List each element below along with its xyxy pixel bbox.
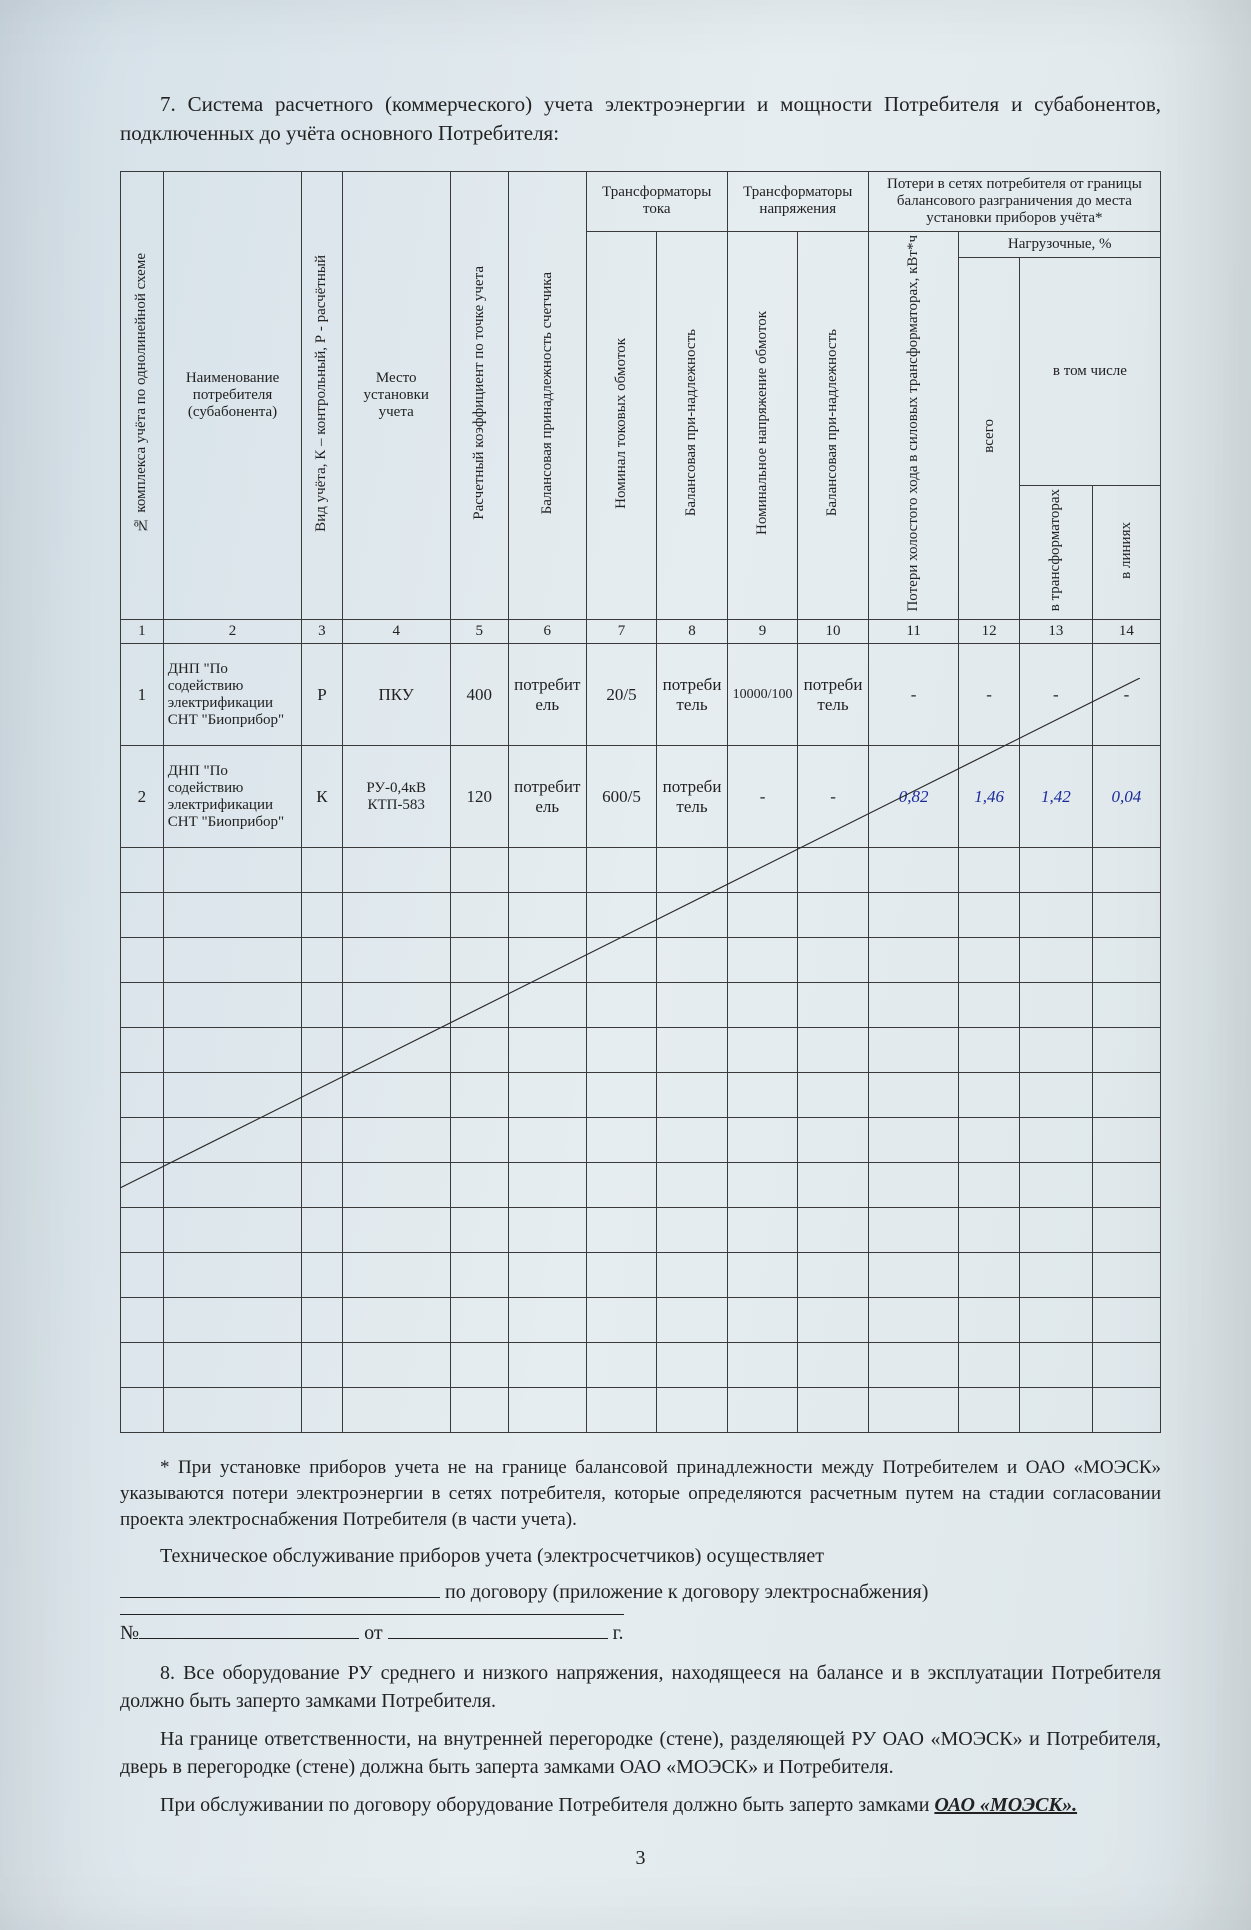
col-9-header: Номинальное напряжение обмоток	[727, 231, 798, 620]
col-tt-group: Трансформаторы тока	[586, 171, 727, 231]
table-row	[121, 938, 1161, 983]
table-row: 2 ДНП "По содействию электрификации СНТ …	[121, 746, 1161, 848]
metering-table: № комплекса учёта по однолинейной схеме …	[120, 171, 1161, 1434]
table-row	[121, 848, 1161, 893]
table-row	[121, 1118, 1161, 1163]
table-row: 1 ДНП "По содействию электрификации СНТ …	[121, 644, 1161, 746]
table-row	[121, 1073, 1161, 1118]
table-row	[121, 1298, 1161, 1343]
table-row	[121, 1388, 1161, 1433]
table-row	[121, 893, 1161, 938]
col-12-header: всего	[959, 257, 1019, 620]
col-load-group: Нагрузочные, %	[959, 231, 1161, 257]
service-paragraph: Техническое обслуживание приборов учета …	[120, 1542, 1161, 1570]
col-13-header: в трансформаторах	[1019, 486, 1092, 620]
col-11-header: Потери холостого хода в силовых трансфор…	[868, 231, 959, 620]
col-3-header: Вид учёта, К – контрольный, Р - расчётны…	[302, 171, 342, 620]
service-blank-line-1: по договору (приложение к договору элект…	[120, 1576, 1161, 1608]
section-8-p3: При обслуживании по договору оборудовани…	[120, 1791, 1161, 1819]
page-number: 3	[120, 1847, 1161, 1870]
table-row	[121, 983, 1161, 1028]
table-row	[121, 1208, 1161, 1253]
col-2-header: Наименование потребителя (субабонента)	[163, 171, 301, 620]
col-loss-group: Потери в сетях потребителя от границы ба…	[868, 171, 1160, 231]
col-1-header: № комплекса учёта по однолинейной схеме	[121, 171, 164, 620]
filled-org-name: ОАО «МОЭСК».	[934, 1794, 1077, 1816]
table-body: 1 ДНП "По содействию электрификации СНТ …	[121, 644, 1161, 1433]
table-row	[121, 1163, 1161, 1208]
col-incl-group: в том числе	[1019, 257, 1160, 485]
footnote-text: * При установке приборов учета не на гра…	[120, 1455, 1161, 1532]
col-tn-group: Трансформаторы напряжения	[727, 171, 868, 231]
table-row	[121, 1343, 1161, 1388]
table-row	[121, 1253, 1161, 1298]
column-number-row: 123 456 789 101112 1314	[121, 620, 1161, 644]
col-6-header: Балансовая принадлежность счетчика	[508, 171, 586, 620]
section-8-p1: 8. Все оборудование РУ среднего и низког…	[120, 1659, 1161, 1715]
section-8-p2: На границе ответственности, на внутренне…	[120, 1725, 1161, 1781]
section-7-title: 7. Система расчетного (коммерческого) уч…	[120, 90, 1161, 149]
col-14-header: в линиях	[1092, 486, 1160, 620]
col-10-header: Балансовая при-надлежность	[798, 231, 869, 620]
table-row	[121, 1028, 1161, 1073]
col-7-header: Номинал токовых обмоток	[586, 231, 657, 620]
col-4-header: Место установки учета	[342, 171, 450, 620]
service-blank-line-2: № от г.	[120, 1614, 624, 1649]
col-5-header: Расчетный коэффициент по точке учета	[450, 171, 508, 620]
col-8-header: Балансовая при-надлежность	[657, 231, 728, 620]
